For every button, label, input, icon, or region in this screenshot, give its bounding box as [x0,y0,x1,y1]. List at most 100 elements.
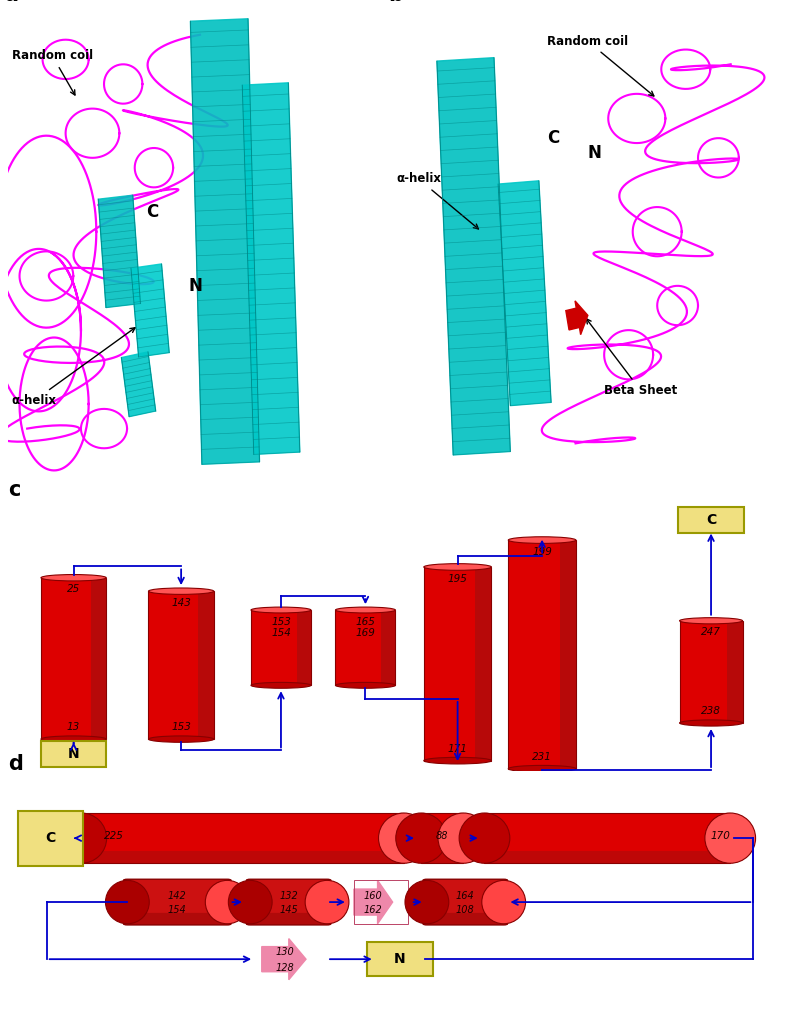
FancyBboxPatch shape [423,912,507,925]
Ellipse shape [251,682,311,688]
Ellipse shape [335,607,395,613]
Ellipse shape [378,813,429,863]
Bar [297,610,311,685]
Text: 162: 162 [364,905,382,916]
Ellipse shape [228,880,272,924]
Text: 88: 88 [436,831,449,840]
Polygon shape [98,195,141,308]
Ellipse shape [41,574,106,581]
Ellipse shape [206,880,249,924]
Ellipse shape [424,563,491,570]
Ellipse shape [679,618,742,624]
Text: C: C [547,129,559,147]
FancyBboxPatch shape [246,912,331,925]
FancyArrow shape [354,880,393,924]
Bar [82,813,404,863]
Text: 153: 153 [171,723,191,733]
Bar [149,591,214,739]
FancyArrow shape [566,300,588,335]
Ellipse shape [459,813,510,863]
Text: Random coil: Random coil [547,35,654,96]
Bar [485,813,730,863]
Text: 238: 238 [701,706,721,717]
Text: 142: 142 [168,891,186,901]
Text: 160: 160 [364,891,382,901]
Text: d: d [8,754,23,774]
Text: 153
154: 153 154 [271,617,291,638]
FancyBboxPatch shape [423,879,507,925]
Bar [424,567,491,760]
Text: 247: 247 [701,627,721,637]
Ellipse shape [705,813,755,863]
Bar [41,578,106,739]
Ellipse shape [396,813,446,863]
Text: 225: 225 [104,831,124,840]
Text: C: C [146,203,158,221]
Text: 108: 108 [456,905,474,916]
Text: a: a [4,0,18,5]
Ellipse shape [424,757,491,764]
Bar [475,567,491,760]
FancyBboxPatch shape [246,879,331,925]
Text: 130: 130 [275,947,294,957]
Text: 143: 143 [171,598,191,608]
Text: 13: 13 [67,723,80,733]
FancyBboxPatch shape [18,811,83,866]
Text: α-helix: α-helix [396,173,478,229]
Text: C: C [706,513,716,527]
Bar [251,610,311,685]
Polygon shape [242,83,300,455]
Bar [90,578,106,739]
Bar [381,610,395,685]
Bar [421,813,463,863]
Ellipse shape [56,813,106,863]
Text: 145: 145 [279,905,298,916]
Text: 132: 132 [279,891,298,901]
FancyBboxPatch shape [367,942,433,976]
Text: Random coil: Random coil [12,50,93,95]
Bar [508,540,576,768]
Text: 195: 195 [448,573,467,584]
Text: 170: 170 [710,831,730,840]
Text: N: N [68,747,79,761]
Ellipse shape [251,607,311,613]
Bar [421,851,463,863]
Bar [679,621,742,723]
Ellipse shape [405,880,449,924]
Ellipse shape [41,736,106,742]
Text: N: N [394,952,406,966]
Polygon shape [437,58,510,455]
Text: 165
169: 165 169 [355,617,375,638]
Ellipse shape [305,880,349,924]
Ellipse shape [335,682,395,688]
FancyBboxPatch shape [678,508,744,533]
Text: 25: 25 [67,585,80,595]
Polygon shape [122,352,156,416]
FancyBboxPatch shape [123,912,231,925]
Text: b: b [388,0,403,5]
FancyBboxPatch shape [123,879,231,925]
Bar [354,880,408,924]
Text: C: C [46,831,56,845]
Polygon shape [190,18,259,464]
Ellipse shape [438,813,489,863]
Bar [82,851,404,863]
Text: α-helix: α-helix [12,328,135,407]
Bar [198,591,214,739]
Ellipse shape [106,880,150,924]
Text: 231: 231 [532,752,552,762]
Bar [485,851,730,863]
Polygon shape [131,264,169,357]
Text: 164: 164 [456,891,474,901]
Ellipse shape [149,736,214,742]
Ellipse shape [679,720,742,726]
FancyArrow shape [262,939,306,979]
Text: c: c [8,480,21,499]
Bar [560,540,576,768]
Bar [335,610,395,685]
Text: 128: 128 [275,963,294,973]
Text: 171: 171 [448,744,467,754]
Text: 199: 199 [532,547,552,557]
Text: 154: 154 [168,905,186,916]
Text: N: N [588,144,602,161]
